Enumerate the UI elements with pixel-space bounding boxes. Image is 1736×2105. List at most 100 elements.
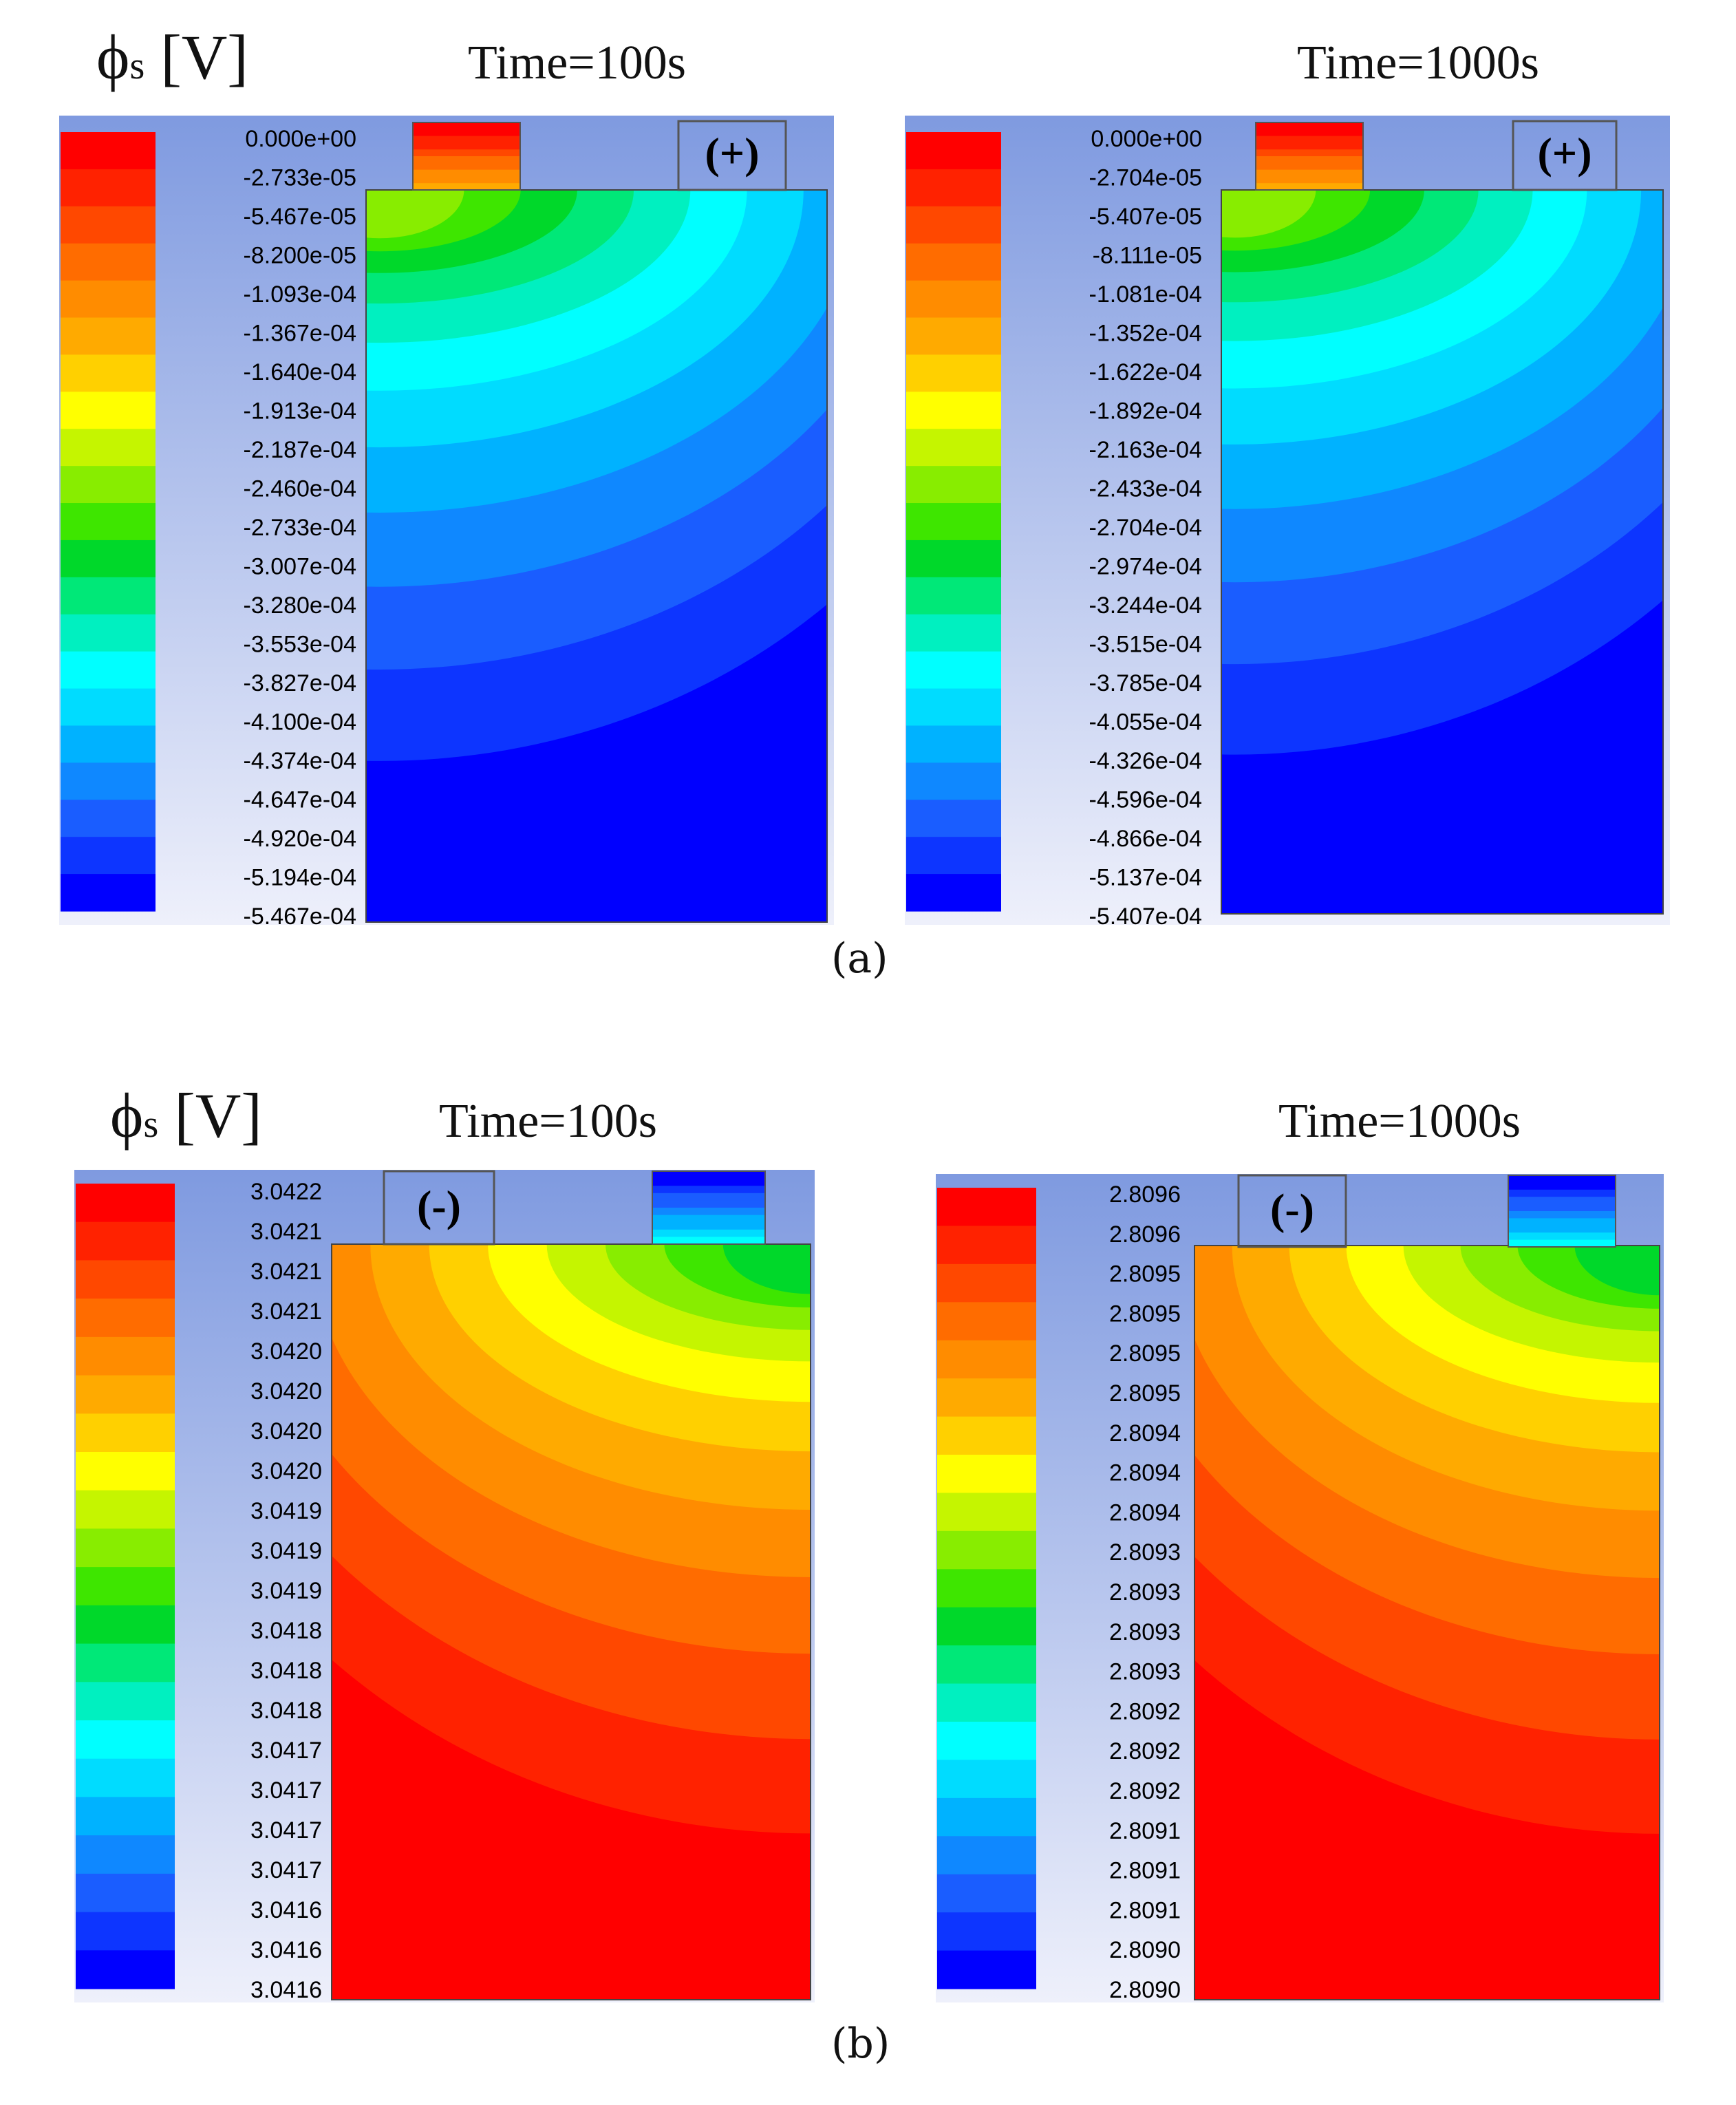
legend-tick-label: -1.352e-04 [1089,321,1202,347]
ylabel-b: ϕs [V] [110,1079,262,1152]
legend-swatch [906,392,1001,429]
legend-swatch [76,1567,175,1606]
collector-tab-band [652,1186,765,1194]
legend-tick-label: -4.647e-04 [244,787,356,813]
legend-swatch [61,466,156,504]
legend-swatch [937,1874,1036,1913]
collector-tab-band [652,1237,765,1245]
legend-tick-label: 2.8093 [1109,1659,1181,1685]
legend-swatch [61,354,156,392]
legend-swatch [906,317,1001,356]
legend-swatch [76,1490,175,1530]
legend-tick-label: -4.920e-04 [244,826,356,852]
legend-swatch [76,1758,175,1798]
legend-swatch [906,837,1001,875]
collector-tab-band [652,1193,765,1201]
legend-swatch [61,688,156,727]
legend-tick-label: 2.8090 [1109,1977,1181,2002]
contour-field [1194,1246,1660,2000]
title-a-100s: Time=100s [468,36,686,89]
legend-tick-label: -8.200e-05 [244,243,356,269]
contour-field [1221,190,1663,914]
legend-tick-label: -5.407e-05 [1089,204,1202,230]
legend-swatch [937,1569,1036,1608]
legend-tick-label: 3.0417 [250,1817,322,1844]
legend-swatch [906,466,1001,504]
legend-swatch [937,1416,1036,1455]
legend-swatch [76,1375,175,1414]
legend-tick-label: -1.640e-04 [244,359,356,385]
legend-tick-label: -1.913e-04 [244,398,356,425]
collector-tab-band [1508,1232,1616,1241]
legend-tick-label: -3.515e-04 [1089,632,1202,658]
ylabel-a-sub: s [129,45,145,87]
collector-tab-band [1256,129,1363,137]
legend-swatch [76,1605,175,1645]
legend-tick-label: 2.8093 [1109,1619,1181,1645]
legend-tick-label: 3.0420 [250,1338,322,1365]
legend-swatch [76,1336,175,1376]
collector-tab-band [1256,136,1363,143]
legend-swatch [76,1720,175,1760]
contour-band [1574,1246,1660,1296]
collector-tab-band [652,1208,765,1216]
legend-tick-label: 3.0418 [250,1698,322,1724]
legend-tick-label: 2.8091 [1109,1818,1181,1844]
legend-tick-label: 3.0417 [250,1857,322,1883]
legend-swatch [906,874,1001,912]
legend-swatch [906,688,1001,727]
legend-swatch [76,1912,175,1951]
title-b-100s: Time=100s [439,1095,657,1148]
collector-tab-band [413,122,520,130]
legend-tick-label: -5.407e-04 [1089,904,1202,925]
legend-tick-label: 3.0416 [250,1977,322,2002]
legend-tick-label: 2.8094 [1109,1499,1181,1526]
collector-tab-band [652,1229,765,1237]
collector-tab-band [1256,149,1363,157]
legend-tick-label: 3.0421 [250,1259,322,1285]
legend-swatch [937,1493,1036,1532]
legend-tick-label: -2.460e-04 [244,476,356,502]
collector-tab-band [1508,1182,1616,1190]
legend-swatch [906,539,1001,578]
legend-swatch [906,800,1001,837]
legend-swatch [937,1645,1036,1685]
collector-tab-band [1256,156,1363,164]
domain-border [365,189,828,923]
collector-tab-band [1508,1189,1616,1197]
collector-tab-band [413,156,520,164]
legend-swatch [906,762,1001,800]
legend-swatch [937,1912,1036,1952]
legend-tick-label: 2.8090 [1109,1937,1181,1963]
legend-swatch [937,1722,1036,1761]
contour-svg: 0.000e+00 -2.704e-05 -5.407e-05 -8.111e-05 -… [905,116,1670,925]
legend-swatch [906,725,1001,763]
legend-tick-label: 3.0421 [250,1219,322,1245]
legend-swatch [61,392,156,429]
legend-tick-label: -5.467e-04 [244,904,356,925]
collector-tab-band [1256,176,1363,184]
legend-swatch [906,132,1001,170]
legend-swatch [61,503,156,541]
collector-tab-band [1508,1225,1616,1233]
collector-tab-band [1256,169,1363,177]
legend-tick-label: 3.0419 [250,1578,322,1604]
ylabel-b-unit: [V] [158,1080,262,1151]
legend-tick-label: -4.326e-04 [1089,748,1202,774]
collector-tab-band [1256,142,1363,150]
legend-tick-label: -2.733e-04 [244,515,356,541]
legend-swatch [61,243,156,281]
legend-tick-label: 2.8092 [1109,1778,1181,1804]
legend-swatch [906,503,1001,541]
legend-tick-label: -3.244e-04 [1089,592,1202,619]
legend-tick-label: 3.0418 [250,1658,322,1684]
tab-label: (+) [1537,129,1592,178]
legend-tick-label: -1.093e-04 [244,281,356,308]
legend-tick-label: 2.8096 [1109,1182,1181,1208]
legend-swatch [76,1528,175,1568]
legend-swatch [76,1452,175,1491]
contour-band [366,190,464,239]
legend-swatch [937,1455,1036,1494]
legend-tick-label: -3.007e-04 [244,554,356,580]
ylabel-b-symbol: ϕ [110,1080,144,1151]
